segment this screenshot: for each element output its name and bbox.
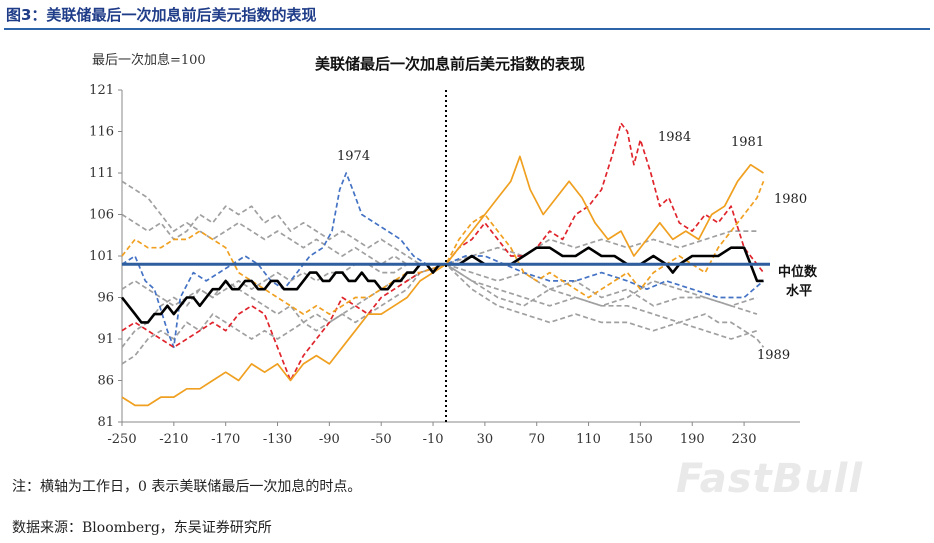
y-tick-label: 106 bbox=[89, 208, 114, 223]
y-tick-label: 111 bbox=[89, 166, 114, 181]
series-line-1984 bbox=[121, 122, 765, 382]
x-tick-label: -50 bbox=[371, 432, 392, 447]
x-tick-label: 110 bbox=[576, 432, 601, 447]
reference-label-line2: 水平 bbox=[786, 283, 812, 299]
x-tick-label: 190 bbox=[680, 432, 705, 447]
series-line-other bbox=[121, 180, 757, 266]
reference-label-line1: 中位数 bbox=[778, 264, 818, 280]
y-tick-label: 96 bbox=[97, 291, 114, 306]
x-tick-label: 230 bbox=[732, 432, 757, 447]
series-line-other bbox=[121, 205, 758, 307]
x-tick-label: -210 bbox=[159, 432, 188, 447]
series-layer bbox=[120, 90, 770, 422]
y-tick-label: 91 bbox=[97, 332, 114, 347]
figure-title: 图3：美联储最后一次加息前后美元指数的表现 bbox=[6, 6, 317, 24]
series-label-1974: 1974 bbox=[337, 149, 370, 164]
y-tick-label: 121 bbox=[89, 83, 114, 98]
series-line-1989 bbox=[121, 263, 765, 348]
footnote: 注：横轴为工作日，0 表示美联储最后一次加息的时点。 bbox=[12, 479, 362, 495]
label-layer: 美联储最后一次加息前后美元指数的表现 最后一次加息=100 1974 1984 1981… bbox=[92, 52, 818, 363]
x-tick-label: -90 bbox=[319, 432, 340, 447]
y-tick-label: 116 bbox=[89, 125, 114, 140]
chart: 81 86 91 96 101 106 111 116 121 -250 -210 -170 -130 -… bbox=[89, 52, 818, 447]
watermark: FastBull bbox=[676, 456, 864, 502]
series-label-1981: 1981 bbox=[731, 135, 764, 150]
series-label-1989: 1989 bbox=[757, 348, 790, 363]
median-series-line bbox=[120, 246, 764, 324]
x-tick-label: 150 bbox=[628, 432, 653, 447]
series-line-other bbox=[121, 263, 758, 365]
x-tick-label: 30 bbox=[477, 432, 494, 447]
y-axis-title: 最后一次加息=100 bbox=[92, 52, 206, 68]
y-tick-label: 81 bbox=[97, 415, 114, 430]
y-tick-label: 86 bbox=[97, 374, 114, 389]
series-line-other bbox=[121, 263, 758, 348]
title-rule bbox=[4, 28, 930, 30]
series-label-1984: 1984 bbox=[658, 130, 691, 145]
x-tick-label: -170 bbox=[211, 432, 240, 447]
series-line-1981 bbox=[121, 155, 764, 407]
series-line-1974 bbox=[121, 172, 765, 349]
series-line-1980 bbox=[121, 180, 765, 315]
series-label-1980: 1980 bbox=[774, 192, 807, 207]
plot-area: 81 86 91 96 101 106 111 116 121 -250 -210 -170 -130 -… bbox=[89, 83, 800, 447]
y-tick-label: 101 bbox=[89, 249, 114, 264]
x-tick-label: -250 bbox=[107, 432, 136, 447]
source-note: 数据来源：Bloomberg，东吴证券研究所 bbox=[12, 520, 272, 536]
x-tick-label: -10 bbox=[423, 432, 444, 447]
x-tick-label: -130 bbox=[263, 432, 292, 447]
chart-title: 美联储最后一次加息前后美元指数的表现 bbox=[315, 55, 585, 73]
x-tick-label: 70 bbox=[528, 432, 545, 447]
